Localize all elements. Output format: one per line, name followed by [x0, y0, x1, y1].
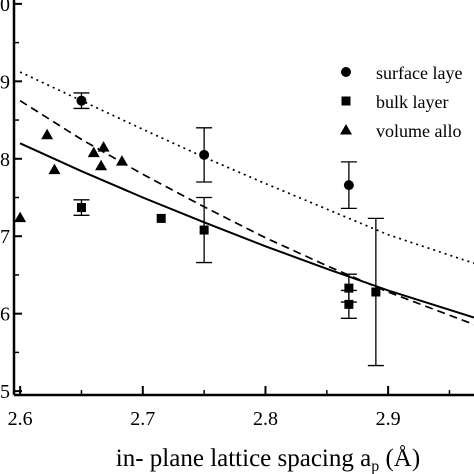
data-point-circle: [76, 95, 87, 106]
data-point-circle: [199, 149, 210, 160]
legend-marker-triangle: [340, 124, 352, 135]
data-point-square: [344, 283, 354, 293]
x-tick-label: 2.9: [376, 408, 401, 430]
data-point-square: [371, 287, 381, 297]
data-point-square: [156, 213, 166, 223]
data-point-square: [199, 225, 209, 235]
fit-line-dotted: [19, 71, 474, 265]
plot-axes: [12, 0, 474, 397]
x-tick-label: 2.7: [130, 408, 155, 430]
legend-marker-square: [341, 96, 351, 106]
fit-line-solid: [19, 142, 474, 319]
data-point-triangle: [95, 159, 108, 171]
legend: surface laye bulk layer volume allo: [340, 63, 462, 141]
y-tick-label: 6: [0, 304, 10, 326]
data-point-circle: [343, 180, 354, 191]
y-tick-label: 0: [0, 0, 10, 16]
data-point-triangle: [48, 163, 61, 175]
legend-label: bulk layer: [376, 92, 448, 112]
data-point-square: [76, 203, 86, 213]
data-point-triangle: [115, 155, 128, 166]
data-point-square: [344, 299, 354, 309]
data-point-triangle: [97, 141, 110, 152]
data-point-triangle: [87, 146, 100, 158]
data-point-triangle: [41, 128, 54, 140]
y-tick-label: 5: [0, 381, 10, 403]
axis-ticks: 2.6 2.7 2.8 2.9 5 6 7 8 9 0: [0, 0, 451, 430]
x-tick-label: 2.6: [8, 408, 33, 430]
data-markers: [14, 95, 381, 309]
x-axis-label-subscript: p: [371, 458, 379, 474]
legend-label: volume allo: [376, 121, 461, 141]
x-axis-label-unit: (Å): [379, 445, 420, 472]
x-axis-label-main: in- plane lattice spacing a: [116, 445, 371, 472]
legend-marker-circle: [341, 67, 351, 77]
data-point-triangle: [14, 211, 27, 223]
legend-label: surface laye: [376, 63, 462, 83]
error-bars: [73, 92, 384, 367]
y-tick-label: 7: [0, 226, 10, 248]
y-tick-label: 9: [0, 71, 10, 93]
x-tick-label: 2.8: [253, 408, 278, 430]
x-axis-label: in- plane lattice spacing ap (Å): [116, 445, 420, 474]
y-tick-label: 8: [0, 149, 10, 171]
